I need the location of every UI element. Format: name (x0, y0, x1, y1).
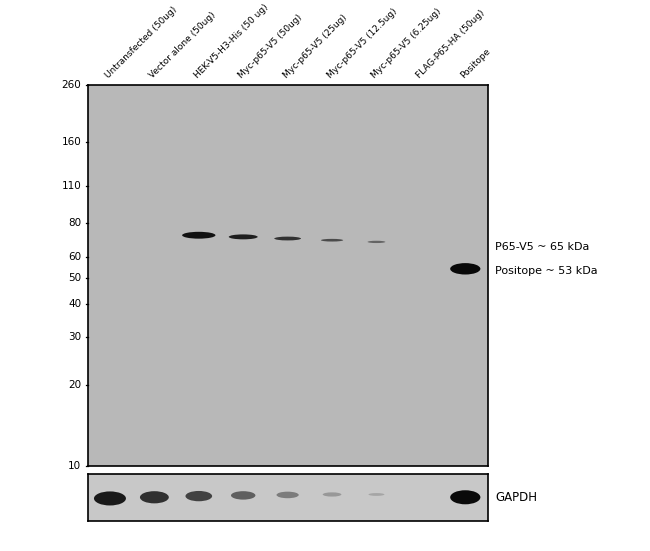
Text: 160: 160 (61, 137, 81, 147)
Text: 110: 110 (61, 181, 81, 191)
Text: FLAG-P65-HA (50ug): FLAG-P65-HA (50ug) (415, 8, 486, 80)
Text: 10: 10 (68, 461, 81, 471)
Ellipse shape (185, 491, 212, 501)
Text: 260: 260 (61, 80, 81, 90)
Text: 20: 20 (68, 380, 81, 390)
Ellipse shape (274, 236, 301, 240)
Text: Myc-p65-V5 (12.5ug): Myc-p65-V5 (12.5ug) (326, 7, 399, 80)
Text: 50: 50 (68, 273, 81, 283)
Text: 60: 60 (68, 251, 81, 262)
Ellipse shape (229, 234, 257, 239)
Ellipse shape (321, 239, 343, 241)
Text: Myc-p65-V5 (50ug): Myc-p65-V5 (50ug) (237, 13, 304, 80)
Ellipse shape (322, 493, 341, 496)
Ellipse shape (140, 491, 169, 504)
Ellipse shape (450, 490, 480, 504)
Ellipse shape (231, 491, 255, 500)
Ellipse shape (182, 232, 215, 239)
Ellipse shape (368, 241, 385, 243)
Text: Positope: Positope (459, 46, 492, 80)
Text: P65-V5 ~ 65 kDa: P65-V5 ~ 65 kDa (495, 242, 590, 252)
Text: HEK-V5-H3-His (50 ug): HEK-V5-H3-His (50 ug) (192, 2, 270, 80)
Ellipse shape (450, 263, 480, 274)
Text: Myc-p65-V5 (6.25ug): Myc-p65-V5 (6.25ug) (370, 7, 443, 80)
Text: Positope ~ 53 kDa: Positope ~ 53 kDa (495, 266, 598, 276)
Text: 30: 30 (68, 332, 81, 342)
Text: 40: 40 (68, 299, 81, 309)
Text: GAPDH: GAPDH (495, 491, 538, 504)
Ellipse shape (276, 491, 299, 498)
Ellipse shape (94, 491, 126, 505)
Text: 80: 80 (68, 218, 81, 228)
Ellipse shape (369, 493, 384, 496)
Text: Untransfected (50ug): Untransfected (50ug) (103, 4, 179, 80)
Text: Vector alone (50ug): Vector alone (50ug) (148, 10, 218, 80)
Text: Myc-p65-V5 (25ug): Myc-p65-V5 (25ug) (281, 13, 348, 80)
